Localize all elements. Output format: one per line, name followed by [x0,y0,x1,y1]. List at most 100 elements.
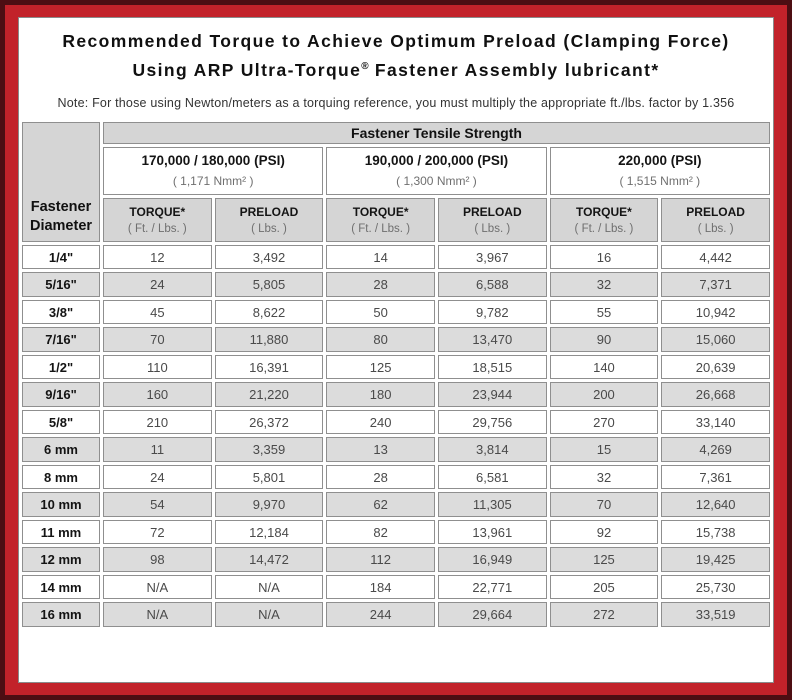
psi-label: 190,000 / 200,000 (PSI) [364,153,509,169]
value-cell: 18,515 [437,354,547,380]
value-cell: 200 [549,382,659,407]
table-header: Fastener Diameter Fastener Tensile Stren… [22,121,770,242]
value-cell: 72 [103,519,212,545]
value-cell: 32 [549,272,659,297]
value-cell: 22,771 [437,574,547,600]
diameter-cell: 5/8" [22,409,100,435]
preload-unit: ( Lbs. ) [697,222,734,235]
value-cell: 13,961 [437,519,547,545]
table-row: 5/16" 24 5,805 28 6,588 32 7,371 [22,272,770,297]
value-cell: 4,442 [661,244,770,270]
value-cell: 244 [326,602,435,627]
torque-column-header: TORQUE* ( Ft. / Lbs. ) [103,197,212,242]
value-cell: 205 [549,574,659,600]
strength-group-2: 190,000 / 200,000 (PSI) ( 1,300 Nmm² ) [326,146,547,195]
title-line2: Using ARP Ultra-Torque [132,59,362,80]
value-cell: 11,305 [437,492,547,517]
value-cell: 62 [326,492,435,517]
table-row: 5/8" 210 26,372 240 29,756 270 33,140 [22,409,770,435]
value-cell: 14,472 [214,547,324,572]
value-cell: 140 [549,354,659,380]
value-cell: 70 [103,327,212,352]
title-line1: Recommended Torque to Achieve Optimum Pr… [62,31,730,51]
tensile-strength-header: Fastener Tensile Strength [103,121,770,144]
value-cell: 33,519 [661,602,770,627]
content-area: Recommended Torque to Achieve Optimum Pr… [18,17,774,683]
value-cell: 125 [549,547,659,572]
value-cell: N/A [214,602,324,627]
preload-label: PRELOAD [462,204,522,219]
value-cell: 160 [103,382,212,407]
value-cell: 98 [103,547,212,572]
value-cell: 10,942 [661,299,770,325]
diameter-cell: 14 mm [22,574,100,600]
registered-mark: ® [361,61,369,72]
torque-label: TORQUE* [129,204,186,219]
table-row: 1/4" 12 3,492 14 3,967 16 4,442 [22,244,770,270]
table-row: 12 mm 98 14,472 112 16,949 125 19,425 [22,547,770,572]
value-cell: 210 [103,409,212,435]
strength-group-3: 220,000 (PSI) ( 1,515 Nmm² ) [549,146,770,195]
value-cell: 3,967 [437,244,547,270]
diameter-cell: 6 mm [22,437,100,462]
table-row: 16 mm N/A N/A 244 29,664 272 33,519 [22,602,770,627]
value-cell: 240 [326,409,435,435]
table-row: 1/2" 110 16,391 125 18,515 140 20,639 [22,354,770,380]
value-cell: 33,140 [661,409,770,435]
value-cell: 12,640 [661,492,770,517]
value-cell: N/A [103,574,212,600]
torque-table: Fastener Diameter Fastener Tensile Stren… [19,119,773,630]
torque-label: TORQUE* [576,204,632,219]
diameter-cell: 9/16" [22,382,100,407]
diameter-cell: 7/16" [22,327,100,352]
torque-unit: ( Ft. / Lbs. ) [351,222,411,235]
torque-unit: ( Ft. / Lbs. ) [574,222,634,235]
diameter-cell: 12 mm [22,547,100,572]
value-cell: 13,470 [437,327,547,352]
value-cell: 21,220 [214,382,324,407]
table-body: 1/4" 12 3,492 14 3,967 16 4,442 5/16" 24 5,805 28 6… [22,244,770,627]
value-cell: 24 [103,272,212,297]
table-row: 9/16" 160 21,220 180 23,944 200 26,668 [22,382,770,407]
value-cell: 11,880 [214,327,324,352]
value-cell: 82 [326,519,435,545]
value-cell: N/A [103,602,212,627]
table-row: 7/16" 70 11,880 80 13,470 90 15,060 [22,327,770,352]
value-cell: 6,588 [437,272,547,297]
value-cell: 26,668 [661,382,770,407]
preload-label: PRELOAD [239,204,299,219]
value-cell: 54 [103,492,212,517]
diameter-cell: 1/4" [22,244,100,270]
preload-column-header: PRELOAD ( Lbs. ) [437,197,547,242]
value-cell: 112 [326,547,435,572]
value-cell: 26,372 [214,409,324,435]
preload-column-header: PRELOAD ( Lbs. ) [214,197,324,242]
value-cell: 270 [549,409,659,435]
value-cell: 7,361 [661,464,770,490]
preload-unit: ( Lbs. ) [474,222,511,235]
value-cell: 14 [326,244,435,270]
value-cell: 15,738 [661,519,770,545]
preload-label: PRELOAD [686,204,745,219]
torque-column-header: TORQUE* ( Ft. / Lbs. ) [549,197,659,242]
value-cell: 3,492 [214,244,324,270]
value-cell: 9,782 [437,299,547,325]
diameter-cell: 1/2" [22,354,100,380]
column-header-row: TORQUE* ( Ft. / Lbs. ) PRELOAD ( Lbs. ) … [22,197,770,242]
value-cell: 3,814 [437,437,547,462]
value-cell: 16,391 [214,354,324,380]
preload-unit: ( Lbs. ) [251,222,287,235]
nmm-label: ( 1,171 Nmm² ) [172,174,254,189]
value-cell: 110 [103,354,212,380]
value-cell: 28 [326,464,435,490]
diameter-cell: 11 mm [22,519,100,545]
psi-label: 170,000 / 180,000 (PSI) [141,153,285,169]
value-cell: 125 [326,354,435,380]
value-cell: 184 [326,574,435,600]
diameter-cell: 16 mm [22,602,100,627]
value-cell: 25,730 [661,574,770,600]
value-cell: 24 [103,464,212,490]
corner-header: Fastener Diameter [22,121,100,242]
strength-group-1: 170,000 / 180,000 (PSI) ( 1,171 Nmm² ) [103,146,324,195]
value-cell: 16,949 [437,547,547,572]
